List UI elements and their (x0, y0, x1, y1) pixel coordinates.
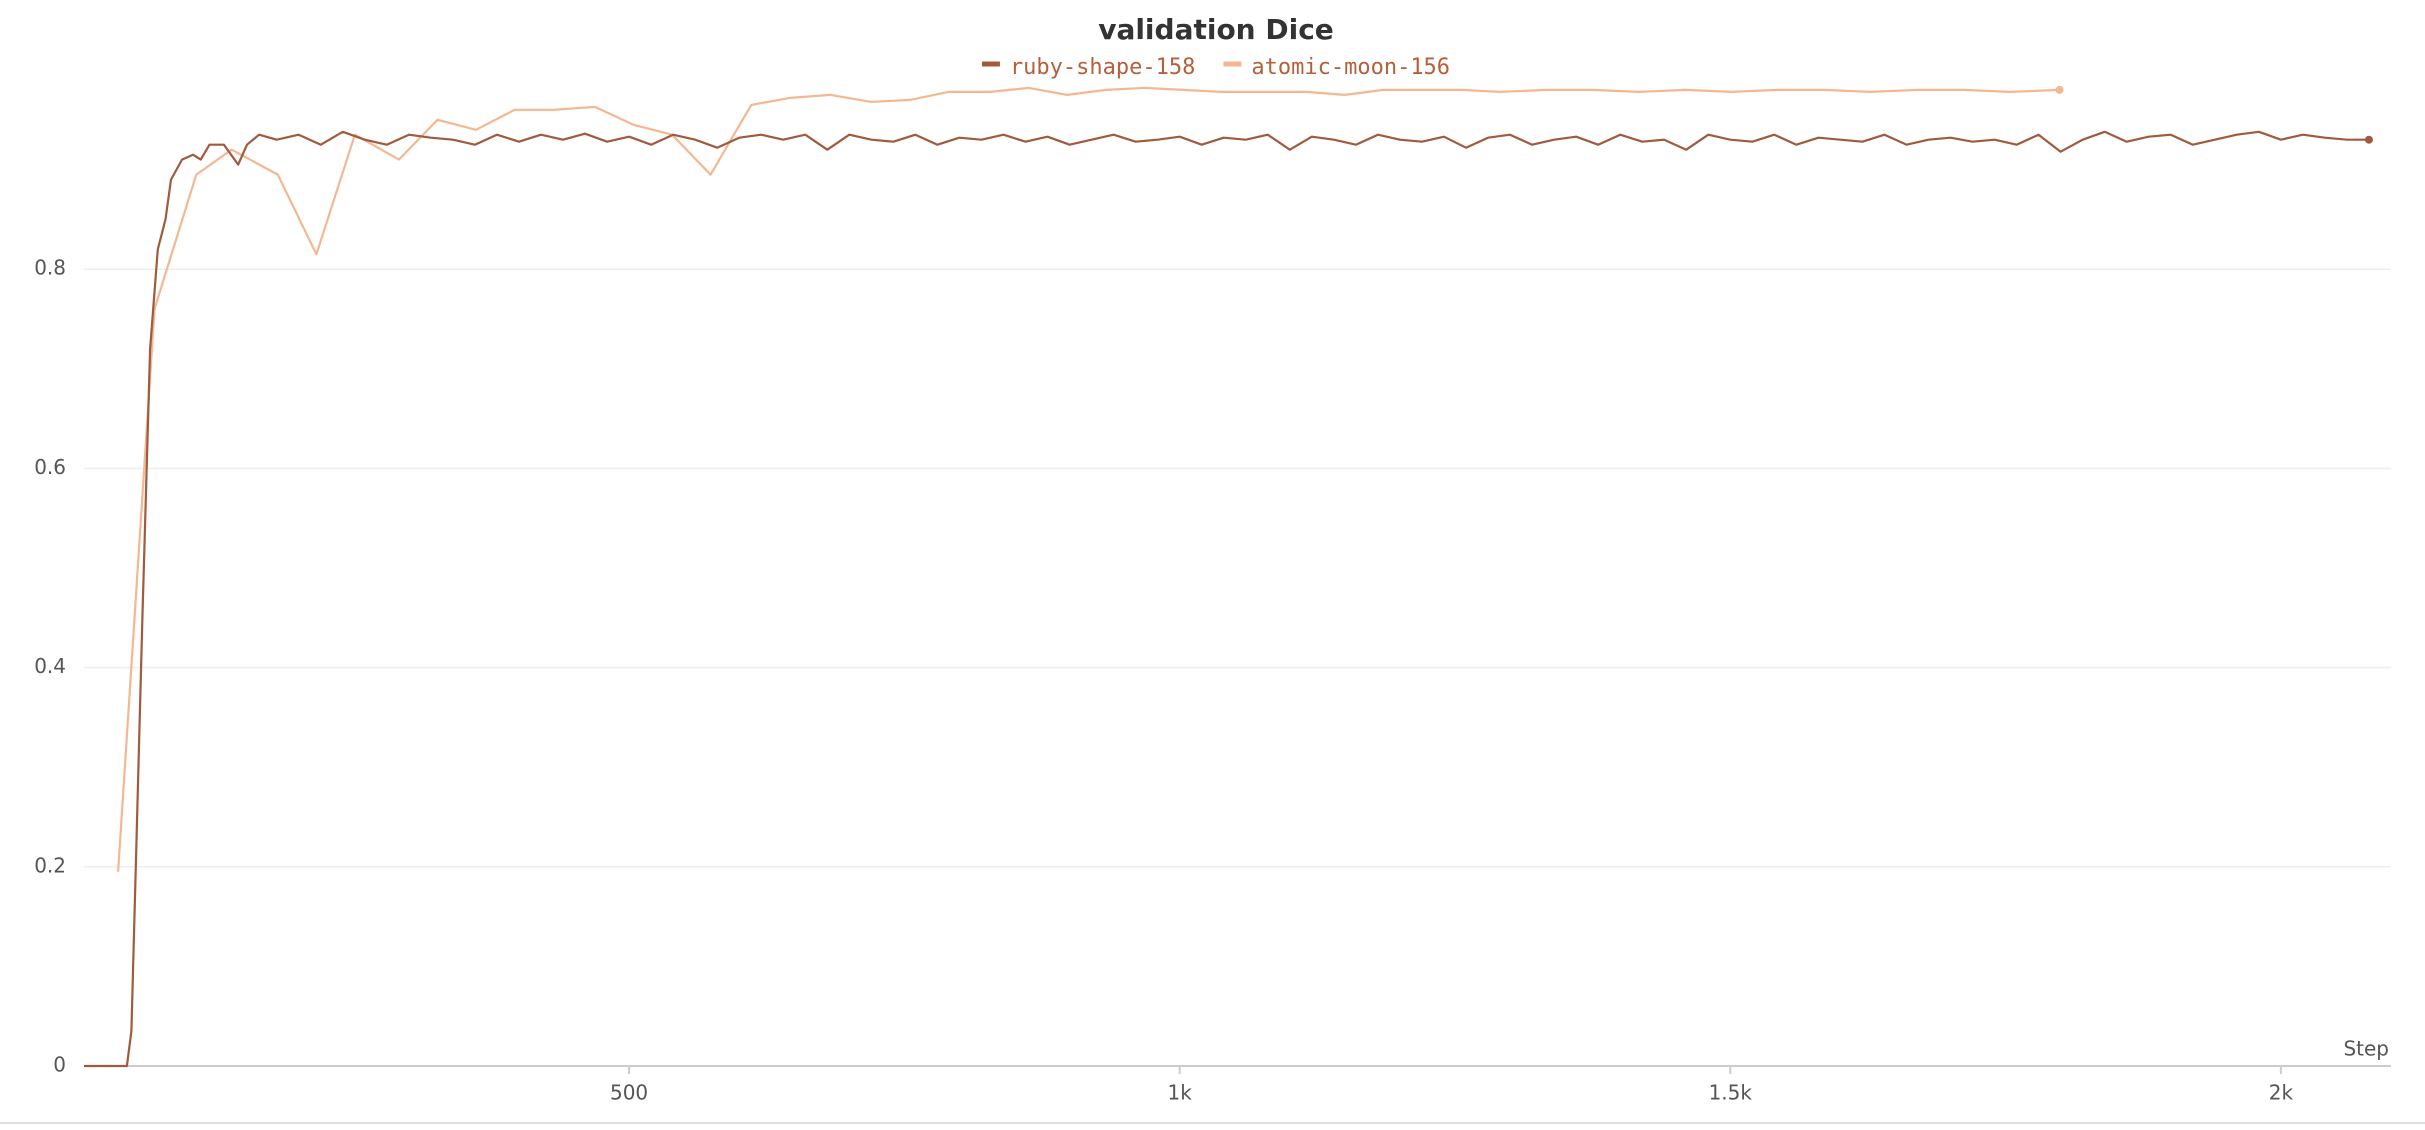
x-tick-label: 1k (1168, 1081, 1193, 1105)
series-line (117, 86, 2060, 872)
legend-label: atomic-moon-156 (1251, 55, 1450, 80)
y-tick-label: 0 (53, 1053, 66, 1077)
series-line (84, 130, 2369, 1068)
legend-label: ruby-shape-158 (1010, 55, 1195, 80)
end-point (2364, 135, 2373, 144)
chart-title: validation Dice (1098, 13, 1334, 46)
y-tick-label: 0.6 (34, 455, 66, 479)
x-axis-label: Step (2343, 1037, 2389, 1061)
x-tick-label: 500 (610, 1081, 648, 1105)
x-tick-label: 2k (2269, 1081, 2294, 1105)
y-tick-label: 0.2 (34, 853, 66, 877)
end-point (2055, 85, 2064, 94)
x-tick-label: 1.5k (1709, 1081, 1753, 1105)
y-tick-label: 0.8 (34, 256, 66, 280)
y-tick-label: 0.4 (34, 654, 66, 678)
